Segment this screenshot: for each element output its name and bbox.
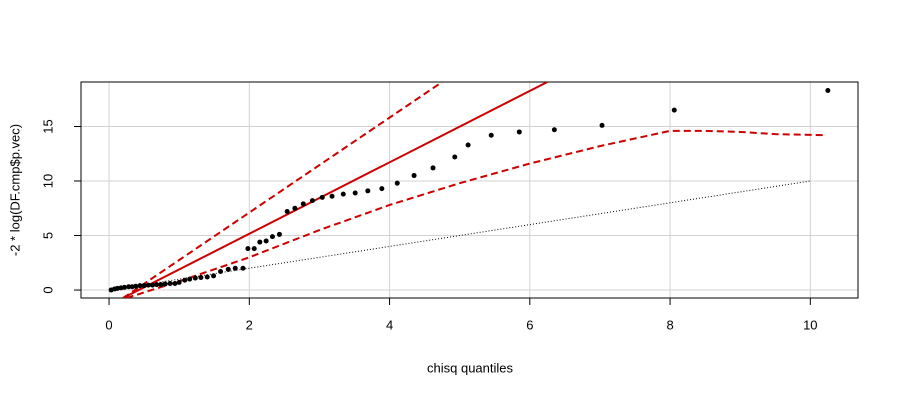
y-tick-label: 0 [40, 286, 55, 293]
point [292, 205, 298, 211]
point [137, 283, 143, 289]
point [192, 275, 198, 281]
point [126, 284, 132, 290]
plot-frame [80, 81, 859, 299]
point [145, 282, 151, 288]
x-axis-label: chisq quantiles [427, 360, 513, 375]
point [251, 246, 257, 252]
x-tick-label: 10 [803, 317, 817, 332]
y-axis-label: -2 * log(DF.cmp$p.vec) [7, 124, 22, 256]
point [245, 246, 251, 252]
point [276, 231, 282, 237]
y-tick-label: 10 [40, 174, 55, 188]
point [825, 88, 831, 94]
point [218, 269, 224, 275]
point [141, 283, 147, 289]
point [150, 282, 156, 288]
point [172, 280, 178, 286]
point [269, 234, 275, 240]
point [187, 276, 193, 282]
x-tick-label: 0 [105, 317, 112, 332]
point [309, 198, 315, 204]
point [516, 129, 522, 135]
point [551, 127, 557, 133]
point [162, 281, 168, 287]
x-tick-label: 4 [386, 317, 393, 332]
reference-line [122, 82, 548, 298]
x-tick-label: 8 [666, 317, 673, 332]
point [300, 201, 306, 207]
point [599, 122, 605, 128]
point [182, 277, 188, 283]
point [411, 173, 417, 179]
point [240, 265, 246, 271]
plot-area [108, 82, 831, 298]
point [379, 186, 385, 192]
point [158, 282, 164, 288]
x-tick-label: 2 [246, 317, 253, 332]
point [430, 165, 436, 171]
point [365, 188, 371, 194]
point [671, 107, 677, 113]
reference-line [108, 180, 811, 291]
point [198, 275, 204, 281]
point [257, 239, 263, 245]
point [329, 193, 335, 199]
point [352, 190, 358, 196]
point [465, 142, 471, 148]
point [211, 273, 217, 279]
reference-line [122, 82, 443, 298]
point [452, 154, 458, 160]
point [121, 284, 127, 290]
point [340, 191, 346, 197]
point [263, 238, 269, 244]
point [204, 274, 210, 280]
point [167, 280, 173, 286]
point [176, 279, 182, 285]
y-tick-label: 15 [40, 119, 55, 133]
point [284, 209, 290, 215]
x-tick-label: 6 [526, 317, 533, 332]
point [319, 194, 325, 200]
point [232, 265, 238, 271]
point [133, 283, 139, 289]
point [488, 132, 494, 138]
point [225, 266, 231, 272]
point [394, 180, 400, 186]
point [154, 282, 160, 288]
reference-line [126, 129, 825, 298]
y-tick-label: 5 [40, 232, 55, 239]
